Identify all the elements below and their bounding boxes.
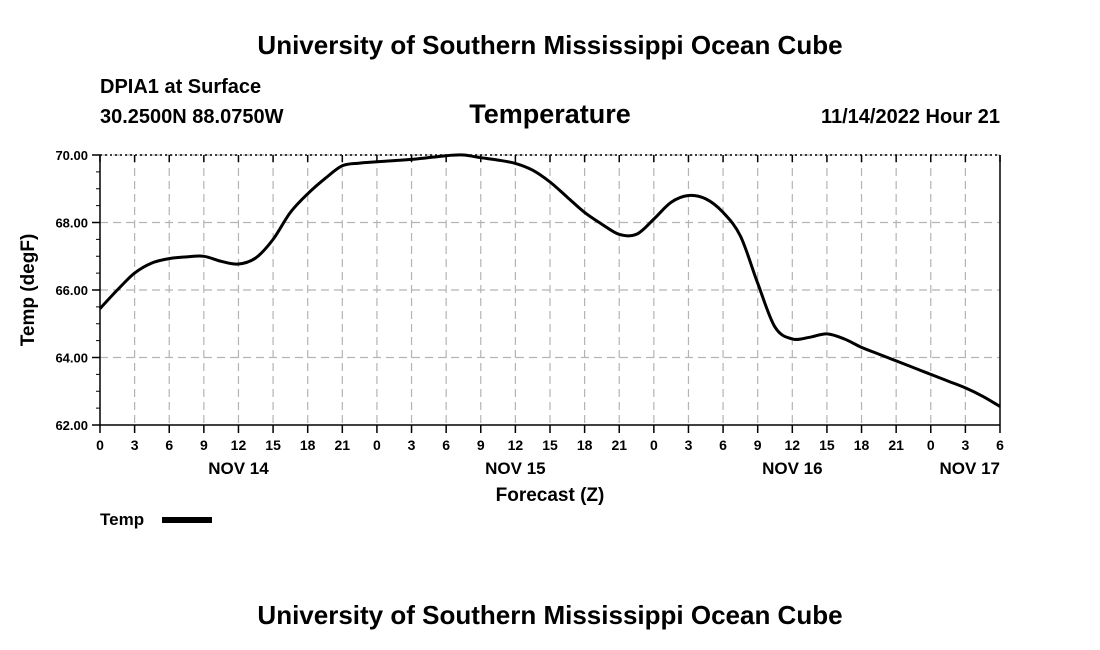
legend-label: Temp xyxy=(100,510,144,529)
x-tick-label: 6 xyxy=(165,437,173,453)
station-label: DPIA1 at Surface xyxy=(100,76,262,98)
x-tick-label: 12 xyxy=(231,437,247,453)
x-tick-label: 15 xyxy=(819,437,835,453)
x-tick-label: 6 xyxy=(719,437,727,453)
temp-series-line xyxy=(98,153,1001,408)
y-tick-label: 66.00 xyxy=(55,283,88,298)
y-tick-label: 68.00 xyxy=(55,216,88,231)
y-axis-title: Temp (degF) xyxy=(18,234,39,347)
x-tick-label: 12 xyxy=(508,437,524,453)
x-tick-label: 21 xyxy=(335,437,351,453)
y-tick-label: 62.00 xyxy=(55,418,88,433)
x-tick-label: 15 xyxy=(265,437,281,453)
date-label: NOV 15 xyxy=(485,459,545,478)
x-tick-label: 0 xyxy=(650,437,658,453)
x-tick-label: 9 xyxy=(200,437,208,453)
y-tick-label: 64.00 xyxy=(55,351,88,366)
datetime-label: 11/14/2022 Hour 21 xyxy=(820,106,1000,128)
x-axis-title: Forecast (Z) xyxy=(496,485,605,506)
x-tick-label: 3 xyxy=(131,437,139,453)
x-tick-label: 3 xyxy=(961,437,969,453)
top-title: University of Southern Mississippi Ocean… xyxy=(257,30,843,60)
coords-label: 30.2500N 88.0750W xyxy=(100,106,284,128)
x-tick-label: 12 xyxy=(785,437,801,453)
x-tick-label: 15 xyxy=(542,437,558,453)
x-tick-label: 21 xyxy=(888,437,904,453)
x-tick-label: 21 xyxy=(611,437,627,453)
date-label: NOV 14 xyxy=(208,459,269,478)
date-label: NOV 17 xyxy=(940,459,1000,478)
x-tick-label: 0 xyxy=(96,437,104,453)
x-tick-label: 6 xyxy=(996,437,1004,453)
chart-title: Temperature xyxy=(469,99,631,129)
x-tick-label: 0 xyxy=(927,437,935,453)
x-tick-label: 3 xyxy=(408,437,416,453)
x-tick-label: 18 xyxy=(577,437,593,453)
x-tick-label: 3 xyxy=(685,437,693,453)
x-tick-label: 9 xyxy=(754,437,762,453)
x-tick-label: 0 xyxy=(373,437,381,453)
date-label: NOV 16 xyxy=(762,459,822,478)
x-tick-label: 9 xyxy=(477,437,485,453)
x-tick-label: 18 xyxy=(300,437,316,453)
x-tick-label: 6 xyxy=(442,437,450,453)
bottom-title: University of Southern Mississippi Ocean… xyxy=(257,600,843,630)
y-tick-label: 70.00 xyxy=(55,148,88,163)
x-tick-label: 18 xyxy=(854,437,870,453)
